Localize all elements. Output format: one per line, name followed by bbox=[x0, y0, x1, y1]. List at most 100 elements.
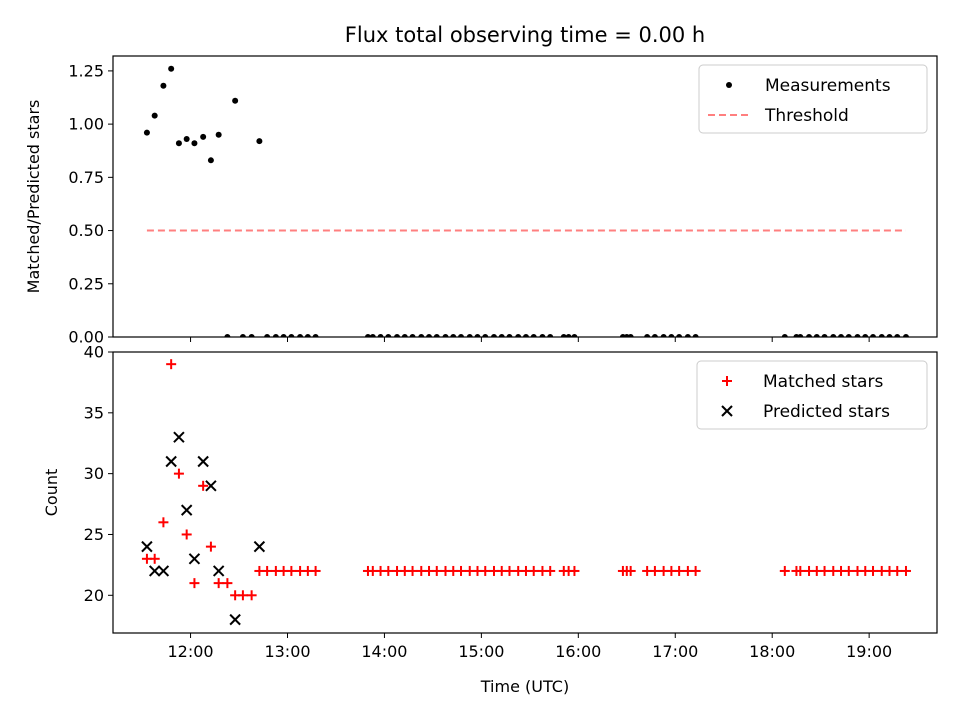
matched-star-point bbox=[649, 565, 660, 576]
predicted-star-point bbox=[165, 455, 177, 468]
measurement-point bbox=[845, 334, 852, 337]
bottom-chart-xlabel: Time (UTC) bbox=[480, 677, 569, 696]
matched-star-point bbox=[480, 565, 491, 576]
matched-star-point bbox=[868, 565, 879, 576]
measurement-point bbox=[168, 65, 175, 72]
measurement-point bbox=[248, 334, 255, 337]
matched-star-point bbox=[198, 480, 209, 491]
xtick-label: 16:00 bbox=[555, 642, 601, 661]
predicted-star-point bbox=[253, 540, 266, 553]
matched-star-point bbox=[166, 359, 177, 370]
xtick-label: 15:00 bbox=[458, 642, 504, 661]
measurement-point bbox=[797, 334, 804, 337]
measurement-point bbox=[409, 334, 416, 337]
ytick-label: 0.75 bbox=[68, 168, 104, 187]
measurement-point bbox=[426, 334, 433, 337]
matched-star-point bbox=[456, 565, 467, 576]
matched-star-point bbox=[569, 565, 580, 576]
legend-label: Predicted stars bbox=[763, 402, 890, 422]
measurement-point bbox=[272, 334, 279, 337]
legend-box bbox=[698, 64, 928, 134]
predicted-star-point bbox=[148, 565, 161, 577]
ytick-label: 1.25 bbox=[68, 61, 104, 80]
matched-star-point bbox=[504, 565, 515, 576]
measurement-point bbox=[264, 334, 271, 337]
ytick-label: 35 bbox=[84, 403, 104, 422]
plot-area bbox=[141, 359, 911, 626]
measurement-point bbox=[692, 334, 699, 337]
measurement-point bbox=[160, 82, 167, 89]
measurement-point bbox=[684, 334, 691, 337]
matched-star-point bbox=[843, 565, 854, 576]
ytick-label: 40 bbox=[84, 343, 104, 362]
xtick-label: 12:00 bbox=[167, 642, 213, 661]
matched-star-point bbox=[158, 517, 169, 528]
measurement-point bbox=[401, 334, 408, 337]
measurement-point bbox=[571, 334, 578, 337]
measurement-point bbox=[806, 334, 813, 337]
measurement-point bbox=[902, 334, 909, 337]
measurement-point bbox=[224, 334, 231, 337]
measurement-point bbox=[304, 334, 311, 337]
measurement-point bbox=[256, 138, 263, 145]
measurement-point bbox=[668, 334, 675, 337]
matched-star-point bbox=[213, 578, 224, 589]
measurement-point bbox=[515, 334, 522, 337]
measurement-point bbox=[894, 334, 901, 337]
measurement-point bbox=[660, 334, 667, 337]
measurement-point bbox=[280, 334, 287, 337]
top-chart-title: Flux total observing time = 0.00 h bbox=[345, 23, 705, 47]
predicted-star-point bbox=[197, 455, 209, 468]
measurement-point bbox=[878, 334, 885, 337]
matched-star-point bbox=[528, 565, 539, 576]
matched-star-point bbox=[545, 565, 556, 576]
legend-label: Matched stars bbox=[763, 372, 883, 392]
matched-star-point bbox=[262, 565, 273, 576]
measurement-point bbox=[482, 334, 489, 337]
measurement-point bbox=[644, 334, 651, 337]
measurement-point bbox=[232, 97, 239, 104]
measurement-point bbox=[175, 140, 182, 147]
measurement-point bbox=[854, 334, 861, 337]
measurement-point bbox=[539, 334, 546, 337]
matched-star-point bbox=[431, 565, 442, 576]
matched-star-point bbox=[246, 590, 257, 601]
bottom-chart-ylabel: Count bbox=[42, 469, 61, 517]
measurement-point bbox=[297, 334, 304, 337]
ytick-label: 1.00 bbox=[68, 115, 104, 134]
xtick-label: 13:00 bbox=[264, 642, 310, 661]
measurement-point bbox=[651, 334, 658, 337]
ytick-label: 20 bbox=[84, 586, 104, 605]
measurement-point bbox=[813, 334, 820, 337]
measurement-point bbox=[821, 334, 828, 337]
matched-star-point bbox=[286, 565, 297, 576]
measurement-point bbox=[369, 334, 376, 337]
measurement-point bbox=[191, 140, 198, 147]
measurement-point bbox=[560, 334, 567, 337]
legend: Matched stars Predicted stars bbox=[696, 360, 928, 430]
measurement-point bbox=[442, 334, 449, 337]
measurement-point bbox=[466, 334, 473, 337]
predicted-star-point bbox=[157, 565, 170, 577]
measurement-point bbox=[312, 334, 319, 337]
xtick-label: 17:00 bbox=[652, 642, 698, 661]
legend-label: Threshold bbox=[764, 106, 849, 126]
measurement-point bbox=[385, 334, 392, 337]
matched-star-point bbox=[407, 565, 418, 576]
legend-marker-matched bbox=[722, 376, 732, 386]
measurement-point bbox=[215, 131, 222, 138]
top-chart: 0.00 0.25 0.50 0.75 1.00 1.25 Measurements Thre… bbox=[68, 55, 938, 347]
measurement-point bbox=[364, 334, 371, 337]
matched-star-point bbox=[237, 590, 248, 601]
ytick-label: 0.50 bbox=[68, 221, 104, 240]
legend-marker-measurements bbox=[726, 82, 732, 88]
measurement-point bbox=[565, 334, 572, 337]
legend-label: Measurements bbox=[765, 76, 891, 96]
measurement-point bbox=[433, 334, 440, 337]
measurement-point bbox=[530, 334, 537, 337]
measurement-point bbox=[394, 334, 401, 337]
measurement-point bbox=[239, 334, 246, 337]
matched-star-point bbox=[674, 565, 685, 576]
matched-star-point bbox=[795, 565, 806, 576]
